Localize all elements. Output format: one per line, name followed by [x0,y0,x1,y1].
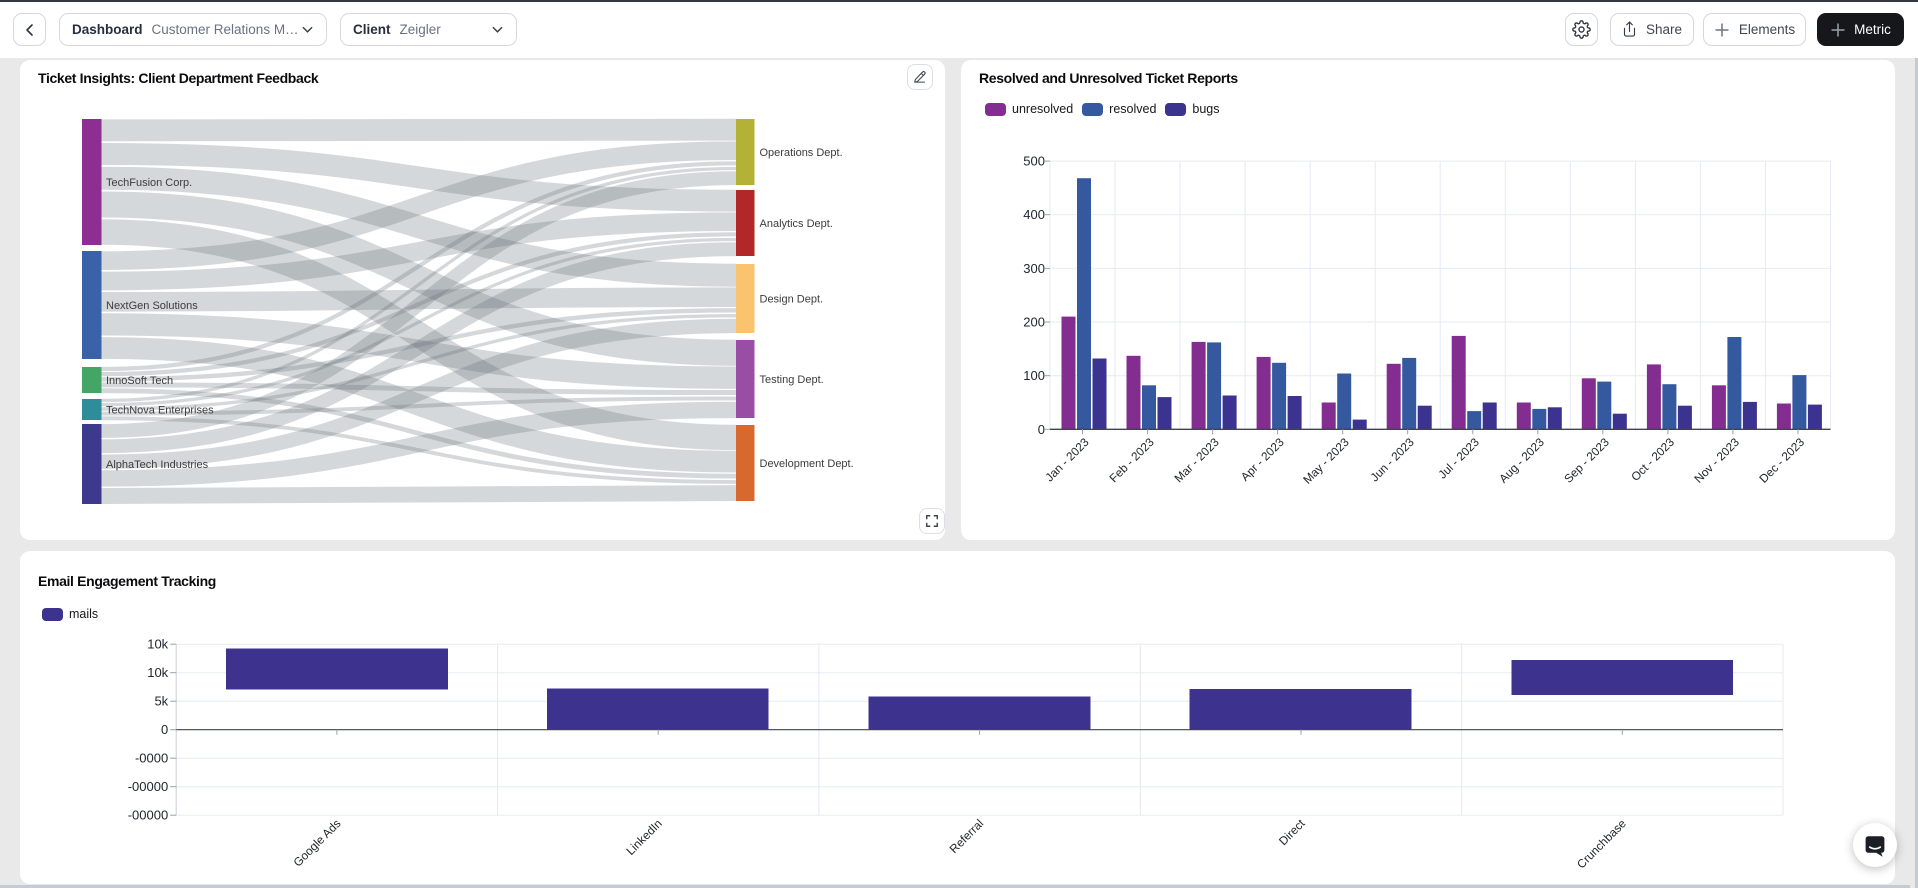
svg-text:0: 0 [161,722,168,737]
svg-text:Apr - 2023: Apr - 2023 [1238,435,1287,484]
svg-text:200: 200 [1023,315,1045,330]
svg-text:Crunchbase: Crunchbase [1574,816,1629,871]
svg-text:Testing Dept.: Testing Dept. [760,374,824,386]
svg-text:Feb - 2023: Feb - 2023 [1106,435,1157,486]
svg-text:0: 0 [1038,422,1045,437]
svg-text:100: 100 [1023,368,1045,383]
svg-text:-00000: -00000 [128,808,168,823]
svg-text:300: 300 [1023,261,1045,276]
svg-text:500: 500 [1023,154,1045,169]
svg-text:Jul - 2023: Jul - 2023 [1435,435,1482,482]
svg-text:Direct: Direct [1276,816,1308,848]
svg-text:TechFusion Corp.: TechFusion Corp. [106,177,192,189]
svg-text:10k: 10k [147,665,168,680]
svg-text:Nov - 2023: Nov - 2023 [1691,435,1742,486]
svg-text:Mar - 2023: Mar - 2023 [1171,435,1222,486]
svg-text:Operations Dept.: Operations Dept. [760,147,843,159]
svg-text:Analytics Dept.: Analytics Dept. [760,218,833,230]
svg-text:Dec - 2023: Dec - 2023 [1756,435,1807,486]
svg-text:10k: 10k [147,637,168,652]
svg-text:Aug - 2023: Aug - 2023 [1496,435,1547,486]
svg-text:Design Dept.: Design Dept. [760,294,824,306]
svg-text:-00000: -00000 [128,779,168,794]
svg-text:InnoSoft Tech: InnoSoft Tech [106,375,173,387]
svg-text:TechNova Enterprises: TechNova Enterprises [106,405,214,417]
svg-text:Oct - 2023: Oct - 2023 [1628,435,1677,484]
svg-text:NextGen Solutions: NextGen Solutions [106,300,198,312]
svg-text:400: 400 [1023,207,1045,222]
svg-text:Referral: Referral [947,816,987,856]
svg-text:Jan - 2023: Jan - 2023 [1042,435,1092,485]
svg-text:5k: 5k [154,694,168,709]
svg-text:May - 2023: May - 2023 [1300,435,1352,487]
svg-text:Sep - 2023: Sep - 2023 [1561,435,1612,486]
svg-text:Google Ads: Google Ads [290,816,343,869]
svg-text:LinkedIn: LinkedIn [623,816,664,857]
svg-text:Jun - 2023: Jun - 2023 [1368,435,1418,485]
svg-text:-0000: -0000 [135,751,168,766]
svg-text:AlphaTech Industries: AlphaTech Industries [106,459,209,471]
svg-text:Development Dept.: Development Dept. [760,458,854,470]
